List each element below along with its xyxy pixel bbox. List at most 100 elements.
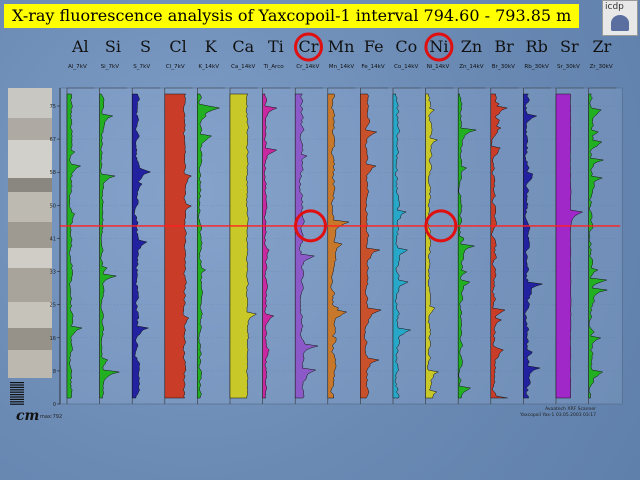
series-profile [327, 93, 350, 399]
element-symbol: Si [105, 37, 121, 56]
element-symbol: Cr [299, 37, 319, 56]
y-tick-label: 0 [53, 402, 56, 408]
series-ca: Ca Ca_14kV [229, 37, 258, 404]
element-symbol: Fe [364, 37, 384, 56]
core-band [8, 328, 52, 350]
highlight-circle-depth-cr [294, 209, 327, 243]
highlight-circle-symbol-ni [424, 32, 454, 62]
core-photo-strip [8, 88, 52, 378]
logo-icon [611, 15, 629, 31]
series-profile [457, 93, 477, 399]
scale-tick [10, 382, 24, 384]
series-zn: Zn Zn_14kV [457, 37, 486, 404]
series-br: Br Br_30kV [490, 37, 519, 404]
series-label: S_7kV [133, 64, 150, 70]
series-label: Sr_30kV [557, 64, 580, 70]
series-profile [66, 93, 83, 399]
core-band [8, 192, 52, 222]
y-tick-label: 33 [50, 270, 56, 276]
series-profile [523, 93, 543, 399]
series-profile [360, 93, 382, 399]
series-k: K K_14kV [197, 37, 225, 404]
element-symbol: Rb [526, 37, 548, 56]
series-cl: Cl Cl_7kV [164, 37, 193, 404]
scale-tick [10, 401, 24, 403]
element-symbol: Ti [268, 37, 284, 56]
series-label: Br_30kV [492, 64, 515, 70]
series-sr: Sr Sr_30kV [555, 37, 584, 404]
series-ti: Ti Ti_Arco [262, 37, 291, 404]
series-fe: Fe Fe_14kV [360, 37, 388, 404]
scale-tick [10, 403, 24, 405]
scale-bar [10, 382, 24, 405]
series-label: K_14kV [198, 64, 219, 70]
series-mn: Mn Mn_14kV [327, 37, 356, 404]
figure-title: X-ray fluorescence analysis of Yaxcopoil… [4, 4, 580, 28]
element-symbol: Sr [560, 37, 579, 56]
y-tick-label: 41 [50, 236, 56, 242]
footer-note-2: Yaxcopoil Yax-1 03.05.2003 03:17 [519, 412, 596, 418]
series-label: Zn_14kV [459, 64, 484, 70]
footer-note-1: Avaatech XRF Scanner [545, 406, 596, 412]
series-label: Mn_14kV [329, 64, 355, 70]
series-zr: Zr Zr_30kV [588, 37, 617, 404]
y-tick-label: 50 [50, 203, 56, 209]
element-symbol: Al [71, 37, 89, 56]
element-symbol: Br [494, 37, 514, 56]
series-label: Cr_14kV [296, 64, 319, 70]
scale-label: cm [16, 408, 39, 424]
element-symbol: Co [395, 37, 417, 56]
series-cr: Cr Cr_14kV [294, 37, 323, 404]
series-label: Fe_14kV [361, 64, 385, 70]
icdp-logo: icdp [602, 0, 638, 36]
series-ni: Ni Ni_14kV [425, 37, 454, 404]
element-symbol: Ca [232, 37, 254, 56]
scale-tick [10, 394, 24, 396]
highlight-circle-symbol-cr [294, 32, 323, 62]
element-symbol: Ni [429, 37, 448, 56]
element-symbol: Zn [461, 37, 482, 56]
series-label: Cl_7kV [166, 64, 185, 70]
core-band [8, 140, 52, 178]
series-profile [164, 93, 192, 399]
series-profile [392, 93, 411, 399]
series-label: Al_7kV [68, 64, 87, 70]
element-symbol: Cl [169, 37, 186, 56]
core-band [8, 268, 52, 302]
series-label: Ca_14kV [231, 64, 255, 70]
scale-tick [10, 398, 24, 400]
series-rb: Rb Rb_30kV [523, 37, 551, 404]
core-band [8, 350, 52, 378]
core-band [8, 248, 52, 268]
series-label: Co_14kV [394, 64, 418, 70]
series-label: Si_7kV [101, 64, 120, 70]
logo-text: icdp [605, 2, 624, 12]
series-profile [490, 93, 508, 399]
core-band [8, 118, 52, 140]
core-band [8, 222, 52, 248]
series-profile [197, 93, 220, 399]
y-tick-label: 16 [50, 336, 56, 342]
highlight-circle-depth-ni [424, 209, 458, 243]
element-symbol: K [205, 37, 218, 56]
series-profile [131, 93, 151, 399]
series-label: Ti_Arco [263, 64, 285, 70]
series-profile [229, 93, 257, 399]
core-band [8, 302, 52, 328]
scale-tick [10, 384, 24, 386]
element-symbol: Mn [328, 37, 355, 56]
series-profile [555, 93, 583, 399]
series-label: Rb_30kV [524, 64, 549, 70]
series-profile [588, 93, 608, 399]
y-tick-label: 8 [53, 369, 56, 375]
series-profile [425, 93, 439, 399]
scale-tick [10, 391, 24, 393]
series-profile [99, 93, 120, 399]
element-symbol: S [140, 37, 151, 56]
core-band [8, 88, 52, 118]
scale-tick [10, 386, 24, 388]
y-tick-label: 67 [50, 137, 56, 143]
series-si: Si Si_7kV [99, 37, 128, 404]
